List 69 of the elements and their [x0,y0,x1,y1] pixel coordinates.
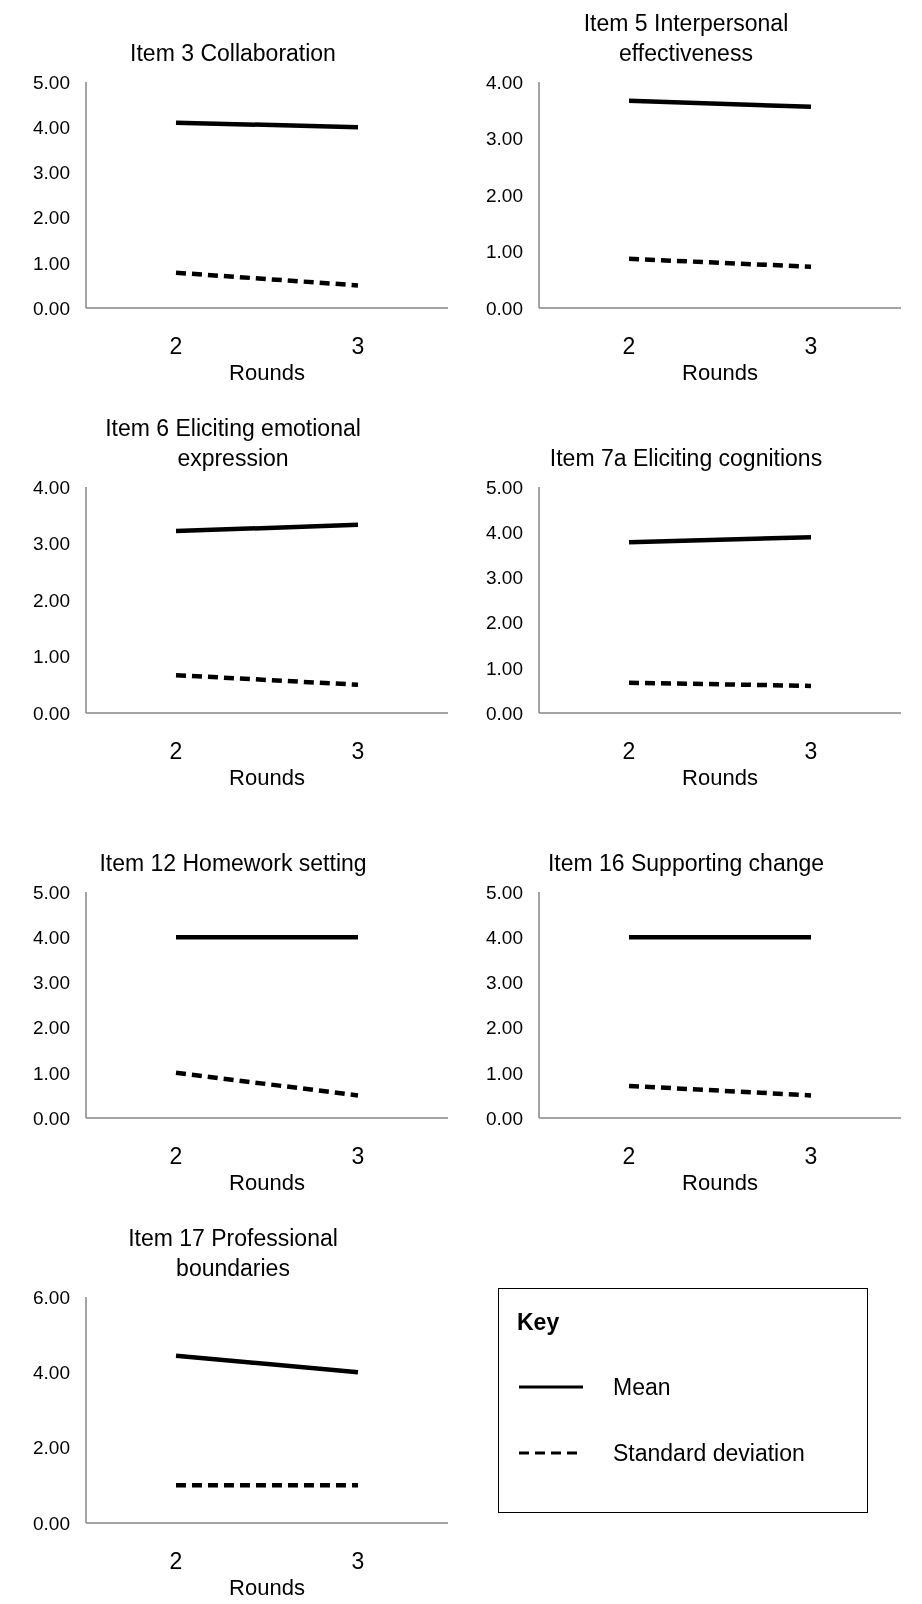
y-tick-label: 4.00 [33,476,70,498]
y-tick-label: 3.00 [486,128,523,150]
y-tick-label: 4.00 [486,926,523,948]
y-tick-label: 4.00 [33,1362,70,1384]
y-tick-label: 1.00 [486,1062,523,1084]
y-tick-label: 5.00 [486,476,523,498]
y-tick-label: 2.00 [486,184,523,206]
x-axis-title: Rounds [229,360,305,385]
x-axis-title: Rounds [682,360,758,385]
y-tick-label: 4.00 [33,116,70,138]
chart-title: Item 3 Collaboration [130,39,336,68]
x-tick-label: 3 [351,333,365,360]
y-tick-label: 3.00 [33,972,70,994]
legend-label: Mean [613,1373,671,1401]
y-tick-label: 1.00 [33,1062,70,1084]
x-tick-label: 3 [351,1143,365,1170]
x-tick-label: 3 [804,738,818,765]
x-tick-label: 2 [169,1143,183,1170]
x-axis-title: Rounds [229,1575,305,1600]
x-tick-label: 2 [169,738,183,765]
y-tick-label: 4.00 [486,71,523,93]
y-tick-label: 0.00 [33,1107,70,1129]
chart-title: Item 5 Interpersonal effectiveness [582,9,790,68]
y-tick-label: 2.00 [33,1017,70,1039]
y-tick-label: 0.00 [486,297,523,319]
y-tick-label: 2.00 [486,612,523,634]
y-tick-label: 1.00 [486,657,523,679]
y-tick-label: 6.00 [33,1286,70,1308]
x-tick-label: 2 [622,333,636,360]
chart-title: Item 12 Homework setting [99,849,367,878]
y-tick-label: 5.00 [33,71,70,93]
y-tick-label: 3.00 [486,972,523,994]
x-axis-title: Rounds [229,765,305,790]
y-tick-label: 2.00 [33,589,70,611]
x-tick-label: 2 [622,1143,636,1170]
y-tick-label: 2.00 [486,1017,523,1039]
y-tick-label: 4.00 [486,521,523,543]
y-tick-label: 2.00 [33,207,70,229]
y-tick-label: 1.00 [486,241,523,263]
x-tick-label: 2 [169,333,183,360]
y-tick-label: 1.00 [33,252,70,274]
y-tick-label: 5.00 [486,881,523,903]
x-tick-label: 3 [804,1143,818,1170]
y-tick-label: 0.00 [33,702,70,724]
y-tick-label: 4.00 [33,926,70,948]
y-tick-label: 3.00 [486,567,523,589]
x-tick-label: 3 [804,333,818,360]
x-tick-label: 2 [622,738,636,765]
x-axis-title: Rounds [682,1170,758,1195]
x-tick-label: 3 [351,1548,365,1575]
legend-title: Key [517,1309,561,1336]
y-tick-label: 2.00 [33,1437,70,1459]
chart-title: Item 16 Supporting change [547,849,825,878]
y-tick-label: 0.00 [33,297,70,319]
y-tick-label: 1.00 [33,646,70,668]
y-tick-label: 0.00 [486,702,523,724]
y-tick-label: 3.00 [33,162,70,184]
y-tick-label: 3.00 [33,533,70,555]
chart-title: Item 6 Eliciting emotional expression [104,414,362,473]
chart-title: Item 7a Eliciting cognitions [549,444,823,473]
chart-title: Item 17 Professional boundaries [127,1224,339,1283]
legend-label: Standard deviation [613,1439,805,1467]
x-axis-title: Rounds [229,1170,305,1195]
y-tick-label: 0.00 [33,1512,70,1534]
y-tick-label: 5.00 [33,881,70,903]
x-tick-label: 3 [351,738,365,765]
x-tick-label: 2 [169,1548,183,1575]
x-axis-title: Rounds [682,765,758,790]
y-tick-label: 0.00 [486,1107,523,1129]
